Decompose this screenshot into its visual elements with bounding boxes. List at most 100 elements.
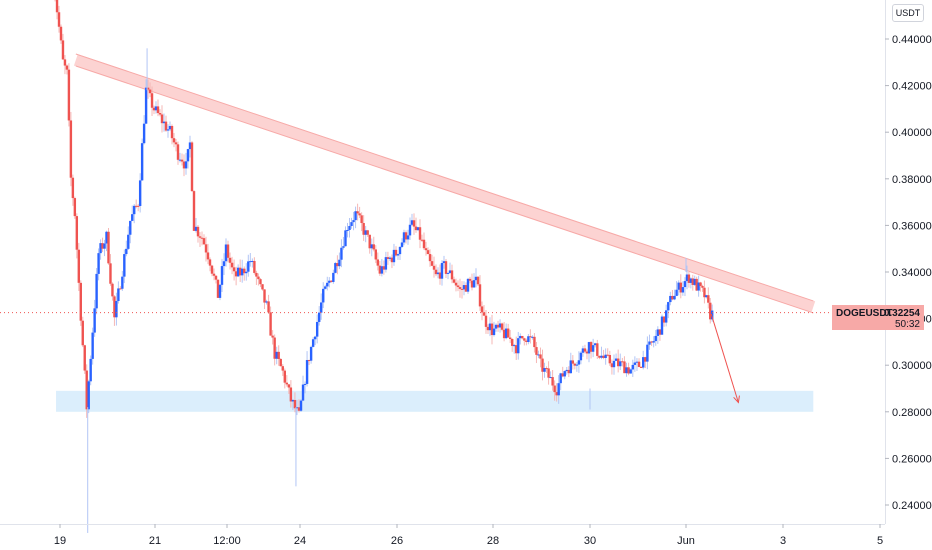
axis-unit-label[interactable]: USDT [892,4,924,22]
candle-body [434,269,438,275]
candle-body [311,339,315,347]
candle-body [557,383,560,396]
x-tick-label: 24 [294,535,306,547]
projection-arrow-head [733,395,740,404]
candle-body [198,236,202,238]
candle-body [162,121,166,124]
candle-body [470,280,474,288]
candle-body [508,337,512,339]
candle-body [77,249,81,283]
candle-body [517,338,520,354]
candle-body [222,261,226,267]
candle-body [65,65,69,70]
candle-body [596,343,599,356]
candle-body [608,354,612,364]
candle-body [320,302,323,313]
x-axis-ticks[interactable]: 19 21 12:00 24 26 28 30 Jun 3 5 [54,524,883,547]
candle-body [127,234,130,249]
candle-body [360,215,363,224]
candle-body [494,324,498,329]
candle-body [545,368,548,370]
candle-body [444,261,448,274]
candle-body [627,367,630,374]
candle-body [404,232,408,240]
candle-body [220,266,224,285]
support-zone [56,390,814,412]
candle-body [677,282,680,290]
candle-body [315,321,319,337]
candle-body [567,369,570,374]
candle-body [656,329,660,336]
candle-body [269,312,272,336]
candle-body [492,328,496,336]
candle-body [136,205,140,207]
candle-body [93,308,96,333]
candle-body [490,323,494,336]
candle-body [366,230,369,235]
candle-body [115,300,118,318]
candle-countdown: 50:32 [894,319,920,330]
x-tick-label: 26 [391,535,403,547]
candle-body [257,276,260,280]
candle-body [83,345,86,371]
candle-body [454,282,458,286]
candle-body [547,368,550,378]
candle-body [105,231,108,244]
candle-body [610,363,614,368]
resistance-band-bottom-edge [75,65,814,314]
candle-body [212,273,216,276]
candle-body [583,348,587,352]
candle-body [376,259,380,266]
candle-body [504,328,508,339]
candle-body [99,243,102,254]
candle-body [69,120,73,178]
candle-body [629,369,632,374]
candle-body [594,343,597,346]
candle-body [214,275,218,280]
candle-body [705,295,708,298]
candle-body [313,336,317,340]
candle-body [111,283,114,297]
candle-body [63,59,67,66]
candle-body [144,87,148,124]
candle-body [707,295,710,303]
x-tick-label: 30 [584,535,596,547]
candle-body [297,407,301,411]
candle-body [109,263,112,284]
x-tick-label: 19 [54,535,66,547]
candle-body [438,272,442,279]
candle-body [426,250,430,255]
candle-body [521,335,524,339]
candle-body [519,335,522,339]
candle-body [648,341,651,345]
candle-body [569,360,573,374]
candle-body [226,244,230,258]
candle-body [170,125,174,139]
candle-body [635,361,639,363]
candle-body [394,249,398,256]
candle-body [384,257,388,270]
candle-body [101,243,104,249]
y-tick-label: 0.24000 [892,500,932,512]
candle-body [478,284,482,307]
candle-body [669,295,672,303]
candle-body [362,223,365,235]
candle-body [352,220,355,223]
candle-body [699,282,702,286]
candle-body [202,238,206,245]
candle-body [410,220,414,225]
candle-body [515,345,518,354]
candle-body [388,257,392,259]
candle-body [612,360,616,368]
candle-body [61,40,65,60]
candle-body [585,351,589,354]
candle-body [208,259,212,266]
candle-body [456,285,460,288]
candle-body [386,257,390,259]
candle-body [307,360,311,362]
y-axis-ticks[interactable]: 0.44000 0.42000 0.40000 0.38000 0.36000 0.340… [885,34,932,512]
candle-body [619,361,622,367]
candle-body [293,399,297,409]
candle-body [368,234,371,249]
candle-body [245,271,248,274]
